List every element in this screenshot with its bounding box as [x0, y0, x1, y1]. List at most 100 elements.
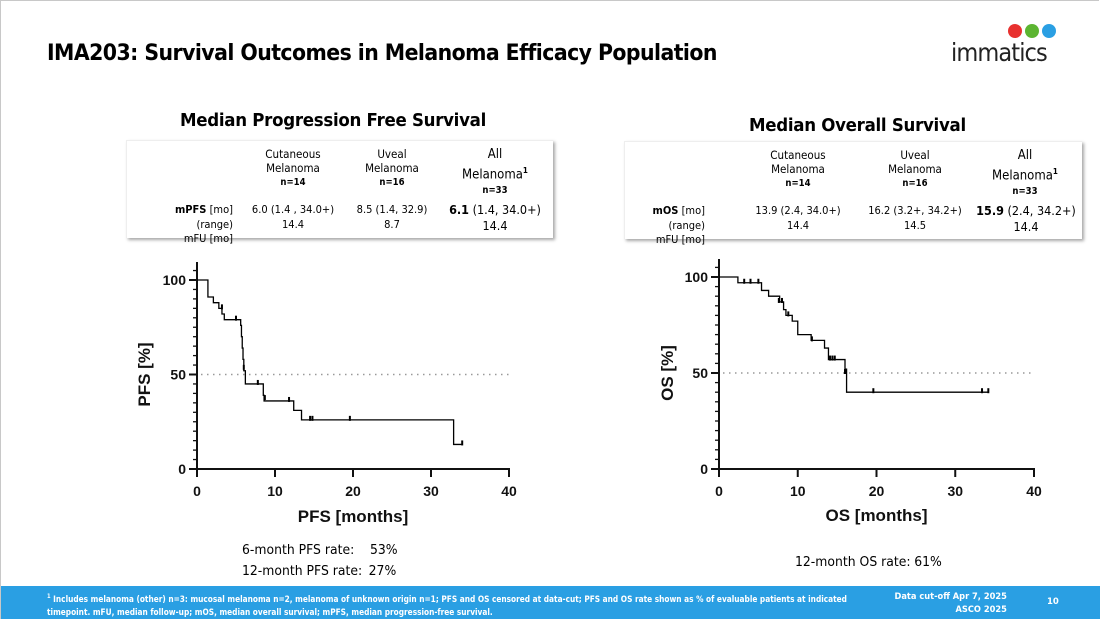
- x-tick-label: 0: [193, 483, 201, 499]
- col-n: n=16: [379, 177, 405, 188]
- dna-cell-icon: [1008, 24, 1022, 38]
- os-cell-cutaneous: 13.9 (2.4, 34.0+) 14.4: [744, 204, 852, 233]
- col-n: n=33: [482, 185, 508, 197]
- pfs-section-title: Median Progression Free Survival: [180, 111, 486, 131]
- col-name: Uveal: [377, 147, 407, 161]
- col-name: Melanoma: [888, 162, 942, 176]
- cell-value: (2.4, 34.2+): [1003, 203, 1076, 218]
- pfs-col-uveal: Uveal Melanoma n=16: [351, 147, 434, 190]
- os-rate-12mo: 12-month OS rate: 61%: [795, 552, 942, 573]
- x-tick-label: 20: [345, 483, 361, 499]
- cell-value: 14.4: [482, 217, 508, 233]
- y-tick-label: 0: [700, 461, 708, 477]
- logo-wordmark: immatics: [951, 38, 1048, 67]
- slide-title: IMA203: Survival Outcomes in Melanoma Ef…: [47, 41, 717, 66]
- os-col-cutaneous: Cutaneous Melanoma n=14: [757, 148, 840, 191]
- y-axis-title: OS [%]: [658, 345, 677, 401]
- km-survival-curve: [197, 279, 463, 446]
- os-cell-uveal: 16.2 (3.2+, 34.2+) 14.5: [859, 204, 971, 233]
- label-rest: [mo] (range): [668, 204, 705, 232]
- os-row-label-mos: mOS [mo] (range) mFU [mo]: [633, 204, 705, 248]
- cell-value-bold: 6.1: [449, 202, 470, 217]
- cell-value-bold: 15.9: [976, 203, 1004, 218]
- y-tick-label: 50: [692, 365, 708, 381]
- cell-value: 14.5: [903, 218, 927, 232]
- x-tick-label: 40: [501, 483, 517, 499]
- cell-value: 6.0 (1.4 , 34.0+): [251, 203, 335, 216]
- molecule-icon: [1025, 24, 1039, 38]
- label-bold: mOS: [652, 204, 679, 217]
- rate-value: 27%: [368, 563, 397, 579]
- x-tick-label: 30: [423, 483, 439, 499]
- col-name: Uveal: [900, 148, 930, 162]
- col-name: Cutaneous: [265, 147, 321, 161]
- footnote-ref: 1: [522, 166, 528, 175]
- pfs-rate-6mo: 6-month PFS rate: 53%: [242, 540, 398, 561]
- data-cutoff: Data cut-off Apr 7, 2025: [894, 591, 1007, 602]
- x-tick-label: 20: [869, 483, 885, 499]
- pfs-cell-all: 6.1 (1.4, 34.0+) 14.4: [444, 202, 547, 233]
- col-name: Melanoma: [462, 167, 523, 183]
- pfs-row-label-mpfs: mPFS [mo] (range) mFU [mo]: [138, 203, 233, 247]
- col-name: All: [487, 147, 503, 162]
- y-tick-label: 50: [170, 367, 186, 383]
- rate-label: 6-month PFS rate:: [242, 542, 355, 558]
- label-rest: mFU [mo]: [183, 232, 233, 245]
- km-survival-curve: [719, 276, 989, 393]
- col-name: All: [1017, 148, 1033, 163]
- cell-value: 14.4: [786, 218, 810, 232]
- rate-value: 53%: [369, 542, 398, 558]
- cell-icon: [1042, 24, 1056, 38]
- cell-value: 14.4: [281, 217, 305, 231]
- rate-value: 61%: [914, 554, 942, 570]
- col-name: Melanoma: [771, 162, 825, 176]
- col-name: Melanoma: [992, 168, 1053, 184]
- pfs-col-cutaneous: Cutaneous Melanoma n=14: [252, 147, 335, 190]
- pfs-cell-uveal: 8.5 (1.4, 32.9) 8.7: [343, 203, 440, 232]
- rate-label: 12-month OS rate:: [795, 554, 911, 570]
- footnote-marker: 1: [47, 593, 51, 600]
- col-n: n=16: [902, 178, 928, 189]
- footnote-line: timepoint. mFU, median follow-up; mOS, m…: [47, 607, 493, 618]
- label-rest: [mo] (range): [196, 203, 233, 231]
- os-col-uveal: Uveal Melanoma n=16: [874, 148, 957, 191]
- y-tick-label: 100: [163, 272, 187, 288]
- footnote-ref: 1: [1052, 167, 1058, 176]
- x-axis-title: PFS [months]: [298, 507, 409, 526]
- os-table: Cutaneous Melanoma n=14 Uveal Melanoma n…: [624, 141, 1082, 246]
- cell-value: 8.7: [384, 217, 400, 231]
- immatics-logo: immatics: [948, 22, 1068, 72]
- pfs-rate-12mo: 12-month PFS rate: 27%: [242, 561, 398, 582]
- col-name: Melanoma: [266, 161, 320, 175]
- col-name: Melanoma: [365, 161, 419, 175]
- cell-value: 13.9 (2.4, 34.0+): [755, 204, 841, 217]
- x-tick-label: 30: [947, 483, 963, 499]
- col-name: Cutaneous: [770, 148, 826, 162]
- pfs-rates: 6-month PFS rate: 53% 12-month PFS rate: 2…: [242, 540, 398, 582]
- x-tick-label: 0: [715, 483, 723, 499]
- os-col-all: All Melanoma1 n=33: [980, 148, 1070, 199]
- pfs-table: Cutaneous Melanoma n=14 Uveal Melanoma n…: [126, 140, 553, 245]
- cell-value: (1.4, 34.0+): [469, 202, 541, 217]
- x-tick-label: 40: [1026, 483, 1042, 499]
- x-tick-label: 10: [267, 483, 283, 499]
- pfs-cell-cutaneous: 6.0 (1.4 , 34.0+) 14.4: [244, 203, 341, 232]
- col-n: n=33: [1012, 186, 1038, 198]
- col-n: n=14: [280, 177, 306, 188]
- conference-label: ASCO 2025: [955, 604, 1007, 615]
- cell-value: 14.4: [1013, 218, 1039, 234]
- footer-meta: Data cut-off Apr 7, 2025 ASCO 2025: [895, 590, 1007, 616]
- y-tick-label: 0: [178, 461, 186, 477]
- os-section-title: Median Overall Survival: [749, 116, 966, 136]
- label-rest: mFU [mo]: [655, 233, 705, 246]
- x-axis-title: OS [months]: [826, 506, 928, 525]
- cell-value: 16.2 (3.2+, 34.2+): [868, 204, 962, 217]
- rate-label: 12-month PFS rate:: [242, 563, 363, 579]
- cell-value: 8.5 (1.4, 32.9): [356, 203, 428, 216]
- page-number: 10: [1047, 597, 1059, 607]
- footer-bar: 1 Includes melanoma (other) n=3: mucosal…: [1, 586, 1100, 619]
- col-n: n=14: [785, 178, 811, 189]
- os-cell-all: 15.9 (2.4, 34.2+) 14.4: [971, 203, 1081, 234]
- x-tick-label: 10: [790, 483, 806, 499]
